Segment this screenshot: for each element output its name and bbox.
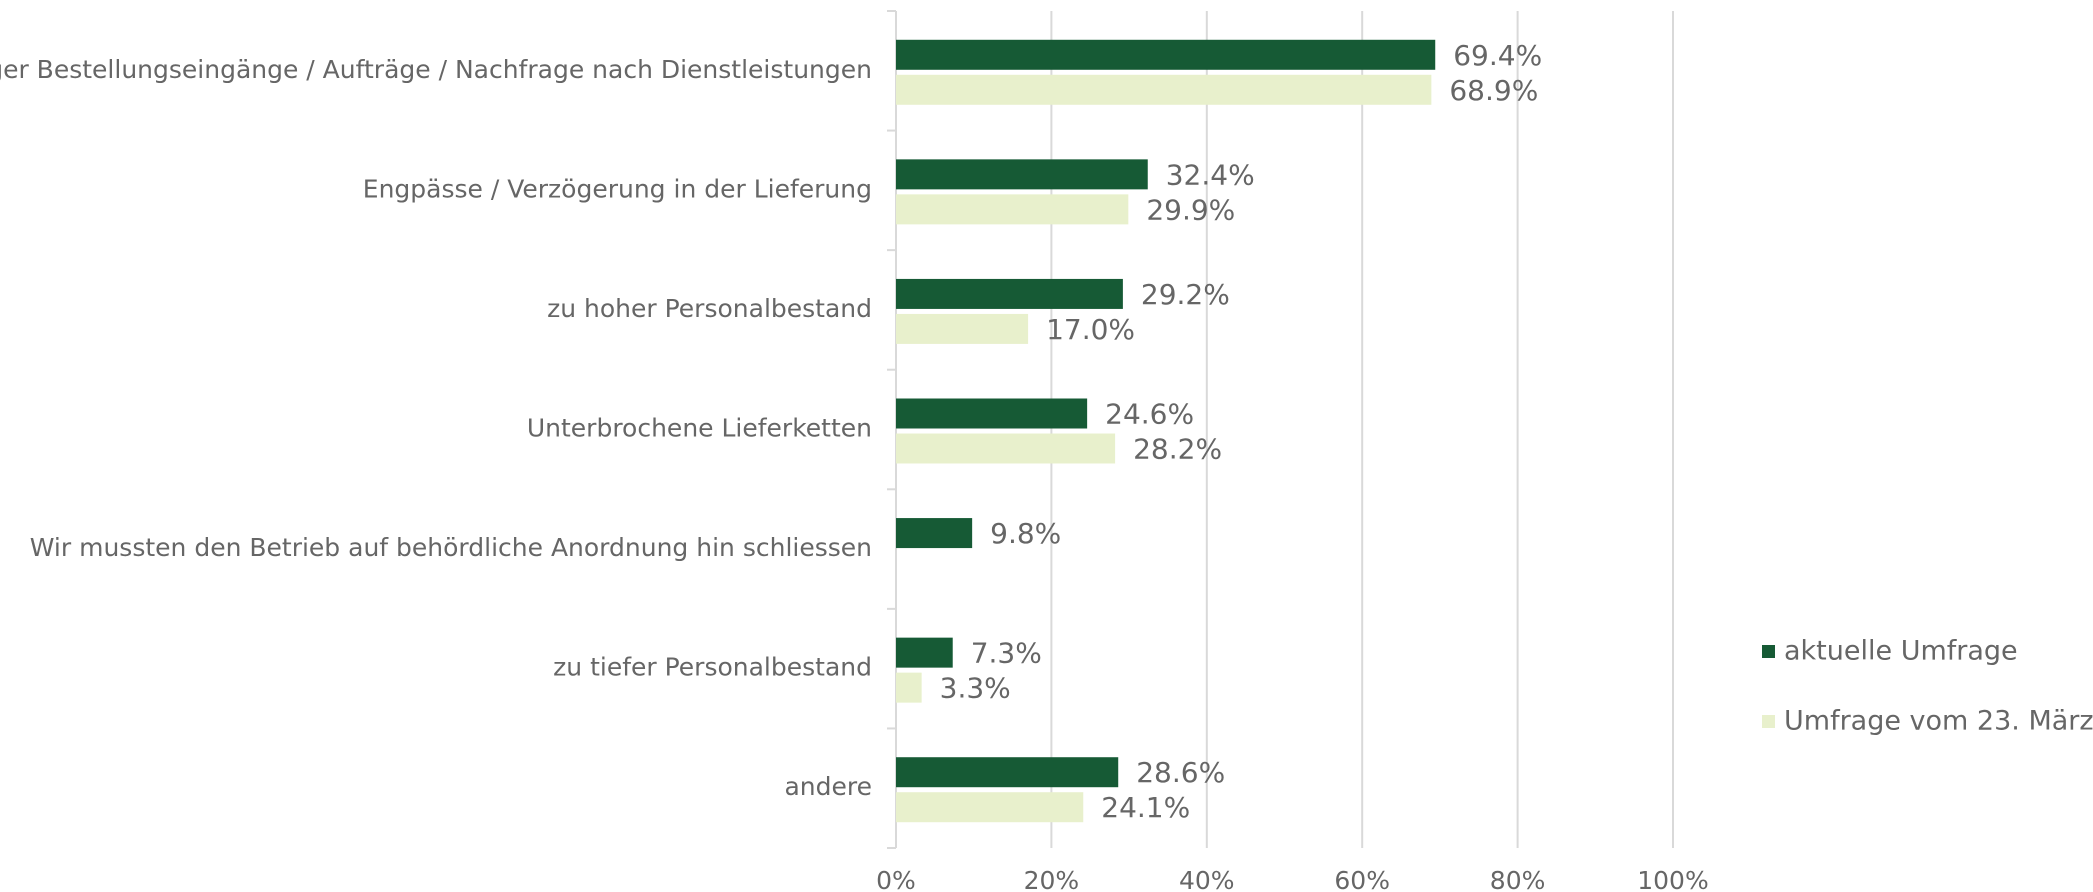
category-label: Wir mussten den Betrieb auf behördliche …	[30, 533, 872, 562]
legend-swatch	[1762, 645, 1775, 658]
value-label: 24.6%	[1105, 398, 1194, 431]
x-tick-label: 80%	[1490, 866, 1546, 892]
value-label: 3.3%	[940, 672, 1011, 705]
bar	[896, 194, 1129, 225]
value-label: 7.3%	[971, 637, 1042, 670]
x-tick-label: 60%	[1334, 866, 1390, 892]
bar	[896, 39, 1436, 70]
bar	[896, 398, 1088, 429]
x-tick-label: 20%	[1024, 866, 1080, 892]
legend-swatch	[1762, 715, 1775, 728]
legend-label: aktuelle Umfrage	[1784, 636, 2018, 667]
category-label: andere	[784, 772, 872, 801]
bar	[896, 792, 1084, 823]
value-label: 29.2%	[1141, 278, 1230, 311]
category-label: zu tiefer Personalbestand	[553, 653, 872, 682]
value-label: 28.6%	[1136, 756, 1225, 789]
x-tick-label: 0%	[876, 866, 916, 892]
value-label: 9.8%	[990, 517, 1061, 550]
category-label: Unterbrochene Lieferketten	[527, 414, 872, 443]
bar	[896, 672, 922, 703]
value-label: 17.0%	[1046, 313, 1135, 346]
bar	[896, 433, 1116, 464]
value-label: 68.9%	[1449, 74, 1538, 107]
bar	[896, 518, 973, 549]
bar	[896, 313, 1029, 344]
bar	[896, 757, 1119, 788]
value-label: 29.9%	[1146, 193, 1235, 226]
bar	[896, 159, 1148, 190]
value-label: 32.4%	[1166, 158, 1255, 191]
category-label: Engpässe / Verzögerung in der Lieferung	[363, 174, 872, 203]
bar	[896, 278, 1123, 309]
value-label: 28.2%	[1133, 433, 1222, 466]
value-label: 24.1%	[1101, 791, 1190, 824]
x-tick-label: 40%	[1179, 866, 1235, 892]
bar	[896, 637, 953, 668]
category-label: zu hoher Personalbestand	[547, 294, 872, 323]
value-label: 69.4%	[1453, 39, 1542, 72]
bar	[896, 74, 1432, 105]
x-tick-label: 100%	[1637, 866, 1708, 892]
category-label: weniger Bestellungseingänge / Aufträge /…	[0, 55, 872, 84]
legend-label: Umfrage vom 23. März	[1784, 706, 2093, 737]
